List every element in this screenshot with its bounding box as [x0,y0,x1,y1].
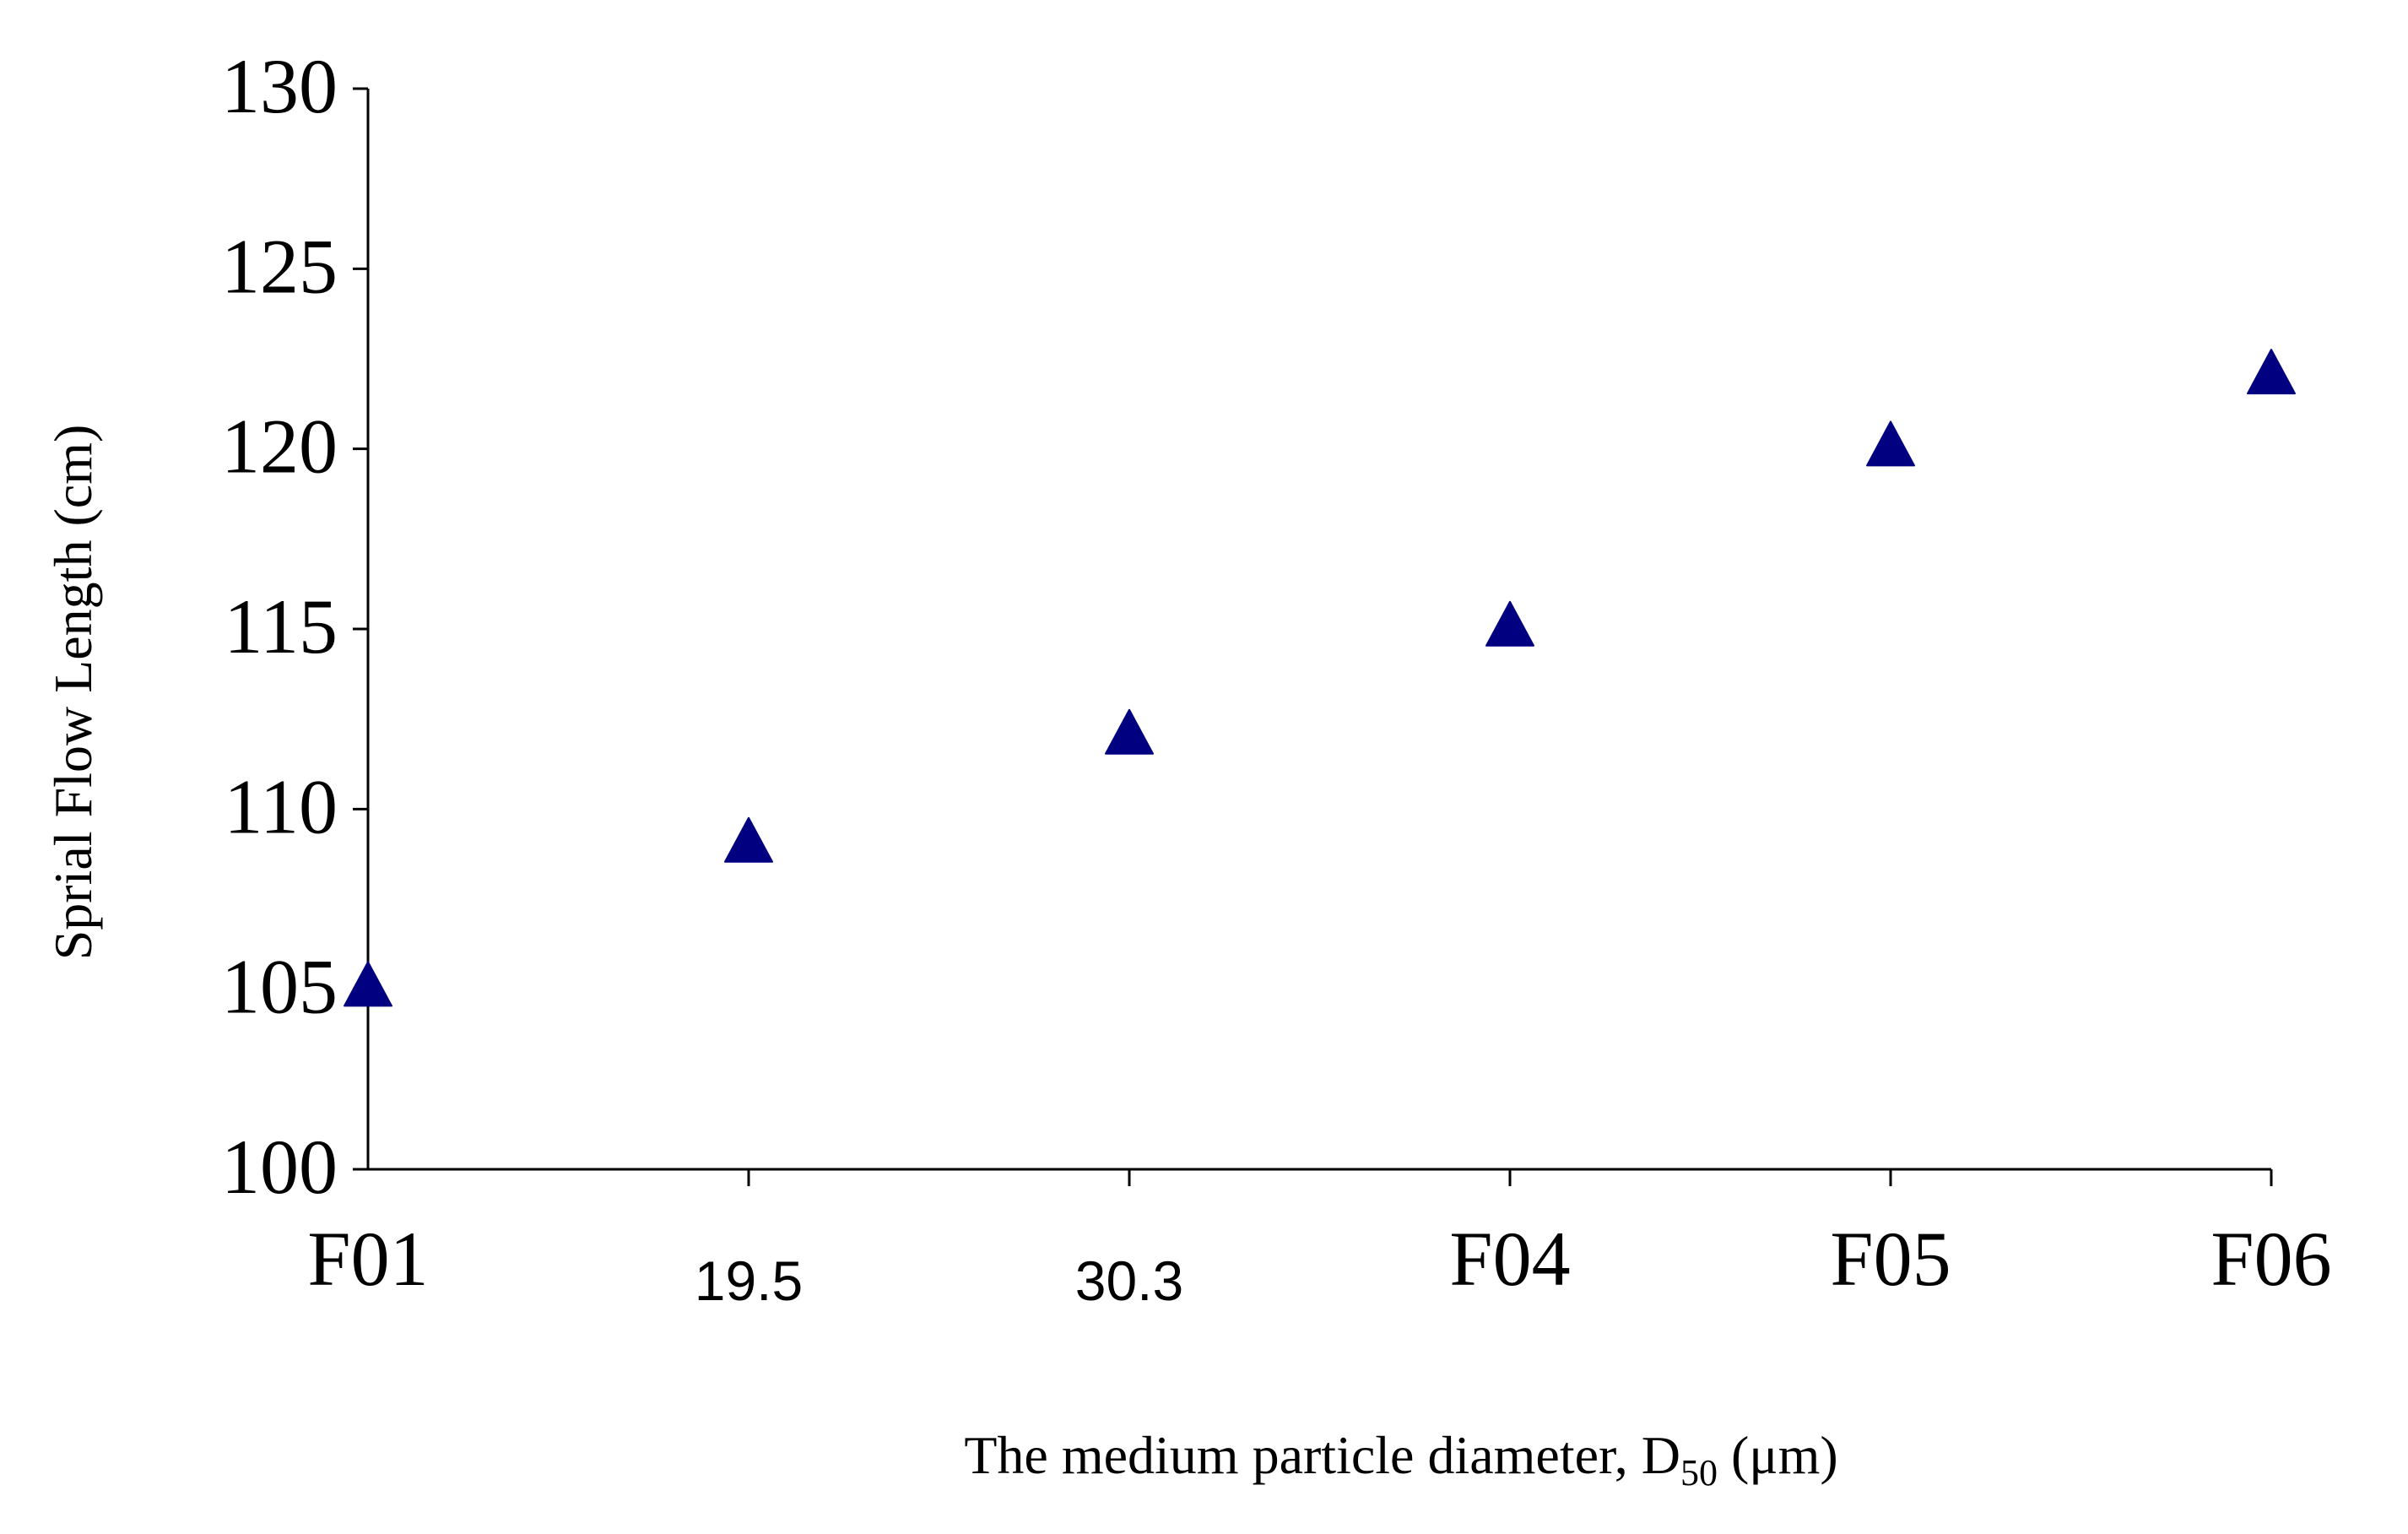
x-tick-label: F05 [1830,1216,1951,1302]
x-tick-label: 19.5 [695,1249,803,1312]
x-axis-label-unit: (μm) [1718,1425,1838,1485]
y-tick-label: 100 [221,1124,338,1210]
y-tick-label: 120 [221,404,338,490]
data-point-triangle [1485,600,1534,647]
y-tick-label: 105 [221,944,338,1030]
data-point-triangle [724,816,773,863]
y-tick-label: 110 [224,763,338,849]
data-point-triangle [1105,708,1154,755]
x-tick-label: F06 [2210,1216,2331,1302]
y-tick-label: 125 [221,223,338,309]
x-axis-label-main: The medium particle diameter, D [964,1425,1680,1485]
data-point-triangle [344,961,392,1007]
x-axis-label: The medium particle diameter, D50 (μm) [964,1425,1837,1493]
x-tick-label: F01 [307,1216,428,1302]
y-tick-label: 115 [224,583,338,669]
data-point-triangle [2247,349,2296,395]
y-axis: 100 105 110 115 120 125 130 [221,43,370,1210]
y-axis-label: Sprial Flow Length (cm) [43,425,103,961]
data-series [344,349,2296,1007]
y-tick-label: 130 [221,43,338,129]
x-tick-label: 30.3 [1075,1249,1183,1312]
x-axis-label-subscript: 50 [1680,1452,1718,1493]
x-axis: F01 19.5 30.3 F04 F05 F06 [307,1168,2332,1312]
data-point-triangle [1866,420,1915,467]
x-tick-label: F04 [1449,1216,1570,1302]
